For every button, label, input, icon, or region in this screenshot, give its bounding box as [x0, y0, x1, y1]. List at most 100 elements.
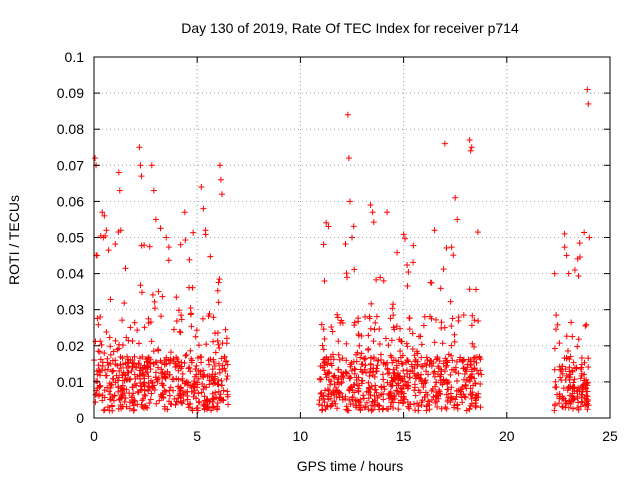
data-point — [358, 350, 365, 357]
data-point — [169, 376, 176, 383]
data-point — [447, 298, 454, 305]
data-point — [136, 361, 143, 368]
data-point — [445, 378, 452, 385]
data-point — [117, 227, 124, 234]
data-point — [399, 352, 406, 359]
data-point — [347, 401, 354, 408]
data-point — [112, 241, 119, 248]
data-point — [148, 338, 155, 345]
data-point — [353, 358, 360, 365]
data-point — [378, 356, 385, 363]
data-point — [350, 223, 357, 230]
data-point — [167, 384, 174, 391]
data-point — [368, 402, 375, 409]
data-point — [152, 359, 159, 366]
data-point — [406, 326, 413, 333]
data-point — [585, 100, 592, 107]
data-point — [130, 407, 137, 414]
data-point — [205, 313, 212, 320]
data-point — [147, 396, 154, 403]
data-point — [388, 337, 395, 344]
data-point — [379, 406, 386, 413]
data-point — [571, 266, 578, 273]
data-point — [171, 395, 178, 402]
data-point — [443, 391, 450, 398]
data-point — [363, 369, 370, 376]
data-point — [331, 381, 338, 388]
data-point — [101, 387, 108, 394]
data-point — [331, 391, 338, 398]
data-point — [223, 335, 230, 342]
data-point — [423, 368, 430, 375]
data-point — [224, 391, 231, 398]
data-point — [129, 360, 136, 367]
data-point — [200, 385, 207, 392]
data-point — [178, 312, 185, 319]
data-point — [415, 372, 422, 379]
data-point — [447, 399, 454, 406]
data-point — [569, 405, 576, 412]
data-point — [557, 366, 564, 373]
data-point — [448, 323, 455, 330]
y-tick-label: 0.06 — [57, 193, 84, 209]
data-point — [405, 269, 412, 276]
data-point — [389, 377, 396, 384]
data-point — [198, 183, 205, 190]
data-point — [455, 370, 462, 377]
data-point — [324, 402, 331, 409]
data-point — [186, 364, 193, 371]
data-point — [460, 364, 467, 371]
data-point — [212, 349, 219, 356]
data-point — [464, 364, 471, 371]
data-point — [421, 313, 428, 320]
data-point — [173, 294, 180, 301]
data-point — [320, 346, 327, 353]
data-point — [328, 391, 335, 398]
data-point — [365, 388, 372, 395]
data-point — [109, 407, 116, 414]
data-point — [179, 375, 186, 382]
data-point — [458, 388, 465, 395]
data-point — [142, 404, 149, 411]
data-point — [411, 365, 418, 372]
data-point — [331, 374, 338, 381]
data-point — [212, 330, 219, 337]
data-point — [361, 356, 368, 363]
data-point — [200, 374, 207, 381]
data-point — [173, 318, 180, 325]
data-point — [130, 397, 137, 404]
data-point — [322, 387, 329, 394]
data-point — [410, 242, 417, 249]
data-point — [559, 363, 566, 370]
data-point — [561, 355, 568, 362]
data-point — [148, 162, 155, 169]
data-point — [367, 325, 374, 332]
data-point — [214, 287, 221, 294]
data-point — [167, 357, 174, 364]
data-point — [352, 404, 359, 411]
data-point — [101, 212, 108, 219]
data-point — [218, 382, 225, 389]
data-point — [321, 362, 328, 369]
data-point — [433, 316, 440, 323]
data-point — [323, 219, 330, 226]
data-point — [106, 334, 113, 341]
data-point — [197, 371, 204, 378]
data-point — [345, 373, 352, 380]
data-point — [584, 86, 591, 93]
data-point — [568, 393, 575, 400]
data-point — [161, 361, 168, 368]
data-point — [404, 283, 411, 290]
data-point — [415, 407, 422, 414]
data-point — [393, 387, 400, 394]
data-point — [453, 377, 460, 384]
data-point — [460, 357, 467, 364]
data-point — [449, 357, 456, 364]
data-point — [350, 381, 357, 388]
data-point — [210, 338, 217, 345]
data-point — [471, 343, 478, 350]
data-point — [221, 353, 228, 360]
data-point — [159, 293, 166, 300]
data-point — [110, 367, 117, 374]
